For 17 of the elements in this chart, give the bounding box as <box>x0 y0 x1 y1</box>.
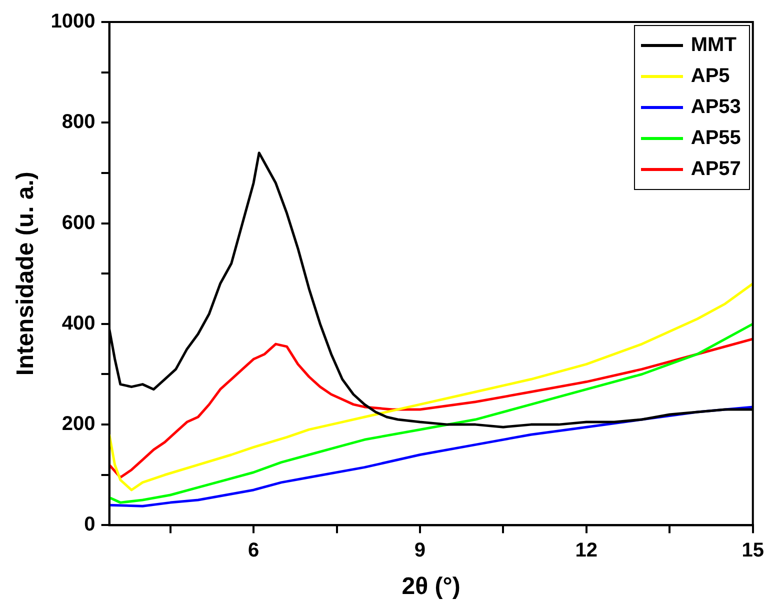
y-tick-label: 800 <box>62 111 96 134</box>
legend-label: AP53 <box>690 96 741 119</box>
legend-label: MMT <box>690 34 736 57</box>
x-tick-label: 15 <box>742 540 764 562</box>
legend-label: AP57 <box>690 158 741 181</box>
x-tick-label: 9 <box>414 540 426 562</box>
y-tick-label: 0 <box>84 514 96 536</box>
x-tick-label: 6 <box>248 540 260 562</box>
y-tick-label: 400 <box>62 312 96 334</box>
y-axis-title: Intensidade (u. a.) <box>12 172 40 376</box>
legend-label: AP55 <box>690 127 741 150</box>
x-axis-title: 2θ (°) <box>402 573 460 600</box>
y-tick-label: 600 <box>62 212 96 234</box>
y-tick-label: 200 <box>62 413 96 436</box>
y-tick-label: 1000 <box>50 10 96 33</box>
x-tick-label: 12 <box>575 540 598 562</box>
legend-label: AP5 <box>690 65 730 88</box>
